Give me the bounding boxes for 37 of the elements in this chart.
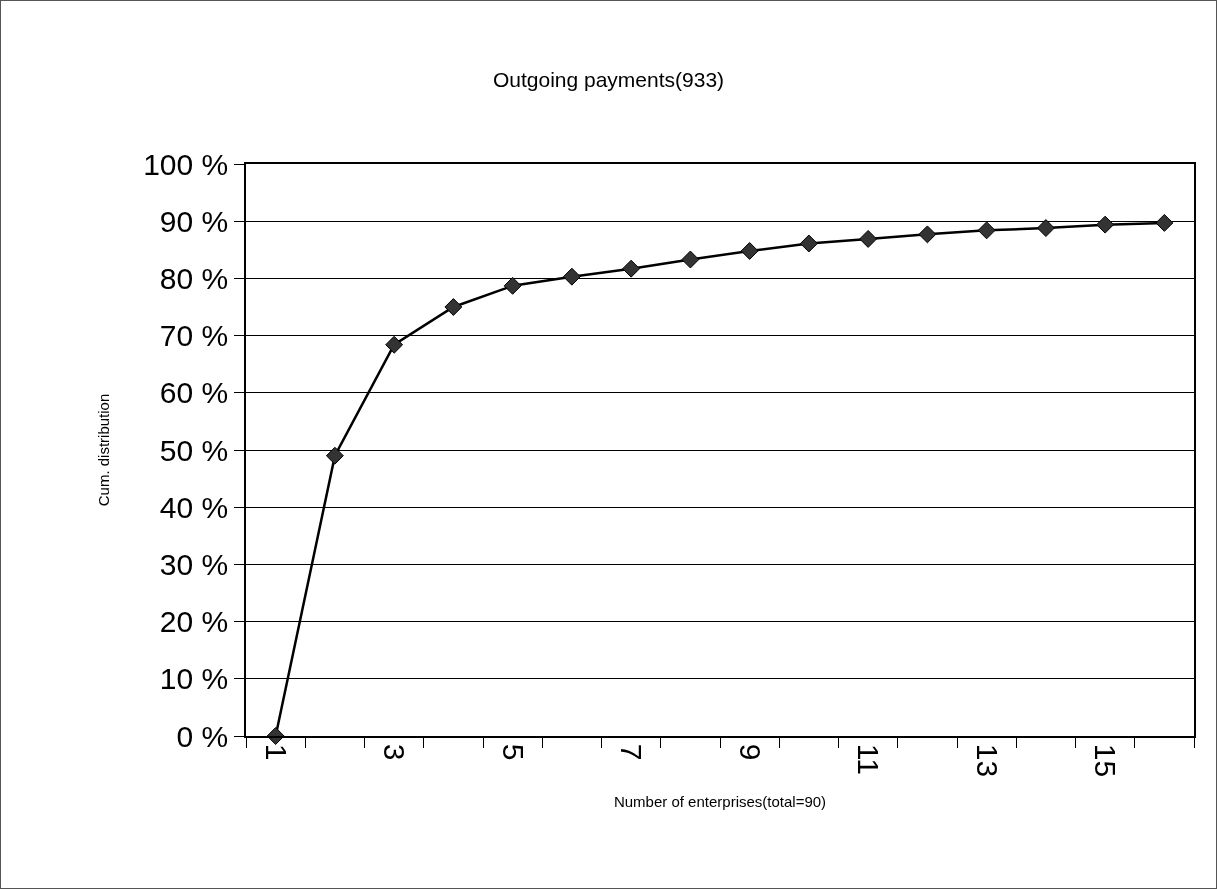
point — [977, 221, 996, 240]
chart-title: Outgoing payments(933) — [492, 67, 725, 91]
point — [681, 250, 700, 269]
y-tick-label: 50 % — [159, 433, 229, 467]
point — [385, 335, 404, 354]
x-tick-label: 3 — [378, 743, 412, 761]
x-tick-label: 11 — [852, 743, 886, 775]
x-tick-label: 1 — [259, 743, 293, 761]
x-tick-label: 5 — [496, 743, 530, 761]
y-tick-label: 90 % — [159, 204, 229, 238]
y-tick-label: 20 % — [159, 605, 229, 639]
x-tick-label: 13 — [970, 743, 1004, 778]
point — [622, 259, 641, 278]
point — [1036, 219, 1055, 238]
y-tick-label: 0 % — [176, 719, 229, 753]
point — [503, 276, 522, 295]
point — [740, 241, 759, 260]
y-tick-label: 10 % — [159, 662, 229, 696]
point — [1096, 215, 1115, 234]
x-axis-title: Number of enterprises(total=90) — [613, 792, 827, 810]
y-tick-label: 80 % — [159, 261, 229, 295]
point — [325, 446, 344, 465]
point — [444, 298, 463, 316]
y-tick-label: 30 % — [159, 547, 229, 581]
point — [859, 229, 878, 248]
x-tick-label: 15 — [1089, 743, 1123, 778]
y-tick-label: 60 % — [159, 376, 229, 410]
y-tick-label: 100 % — [143, 147, 229, 181]
y-axis-title: Cum. distribution — [94, 393, 112, 507]
y-tick-label: 70 % — [159, 319, 229, 353]
y-tick-label: 40 % — [159, 490, 229, 524]
x-tick-label: 9 — [733, 743, 767, 761]
point — [799, 234, 818, 253]
point — [1155, 213, 1174, 232]
point — [562, 267, 581, 286]
point — [918, 225, 937, 244]
x-tick-label: 7 — [615, 743, 649, 761]
